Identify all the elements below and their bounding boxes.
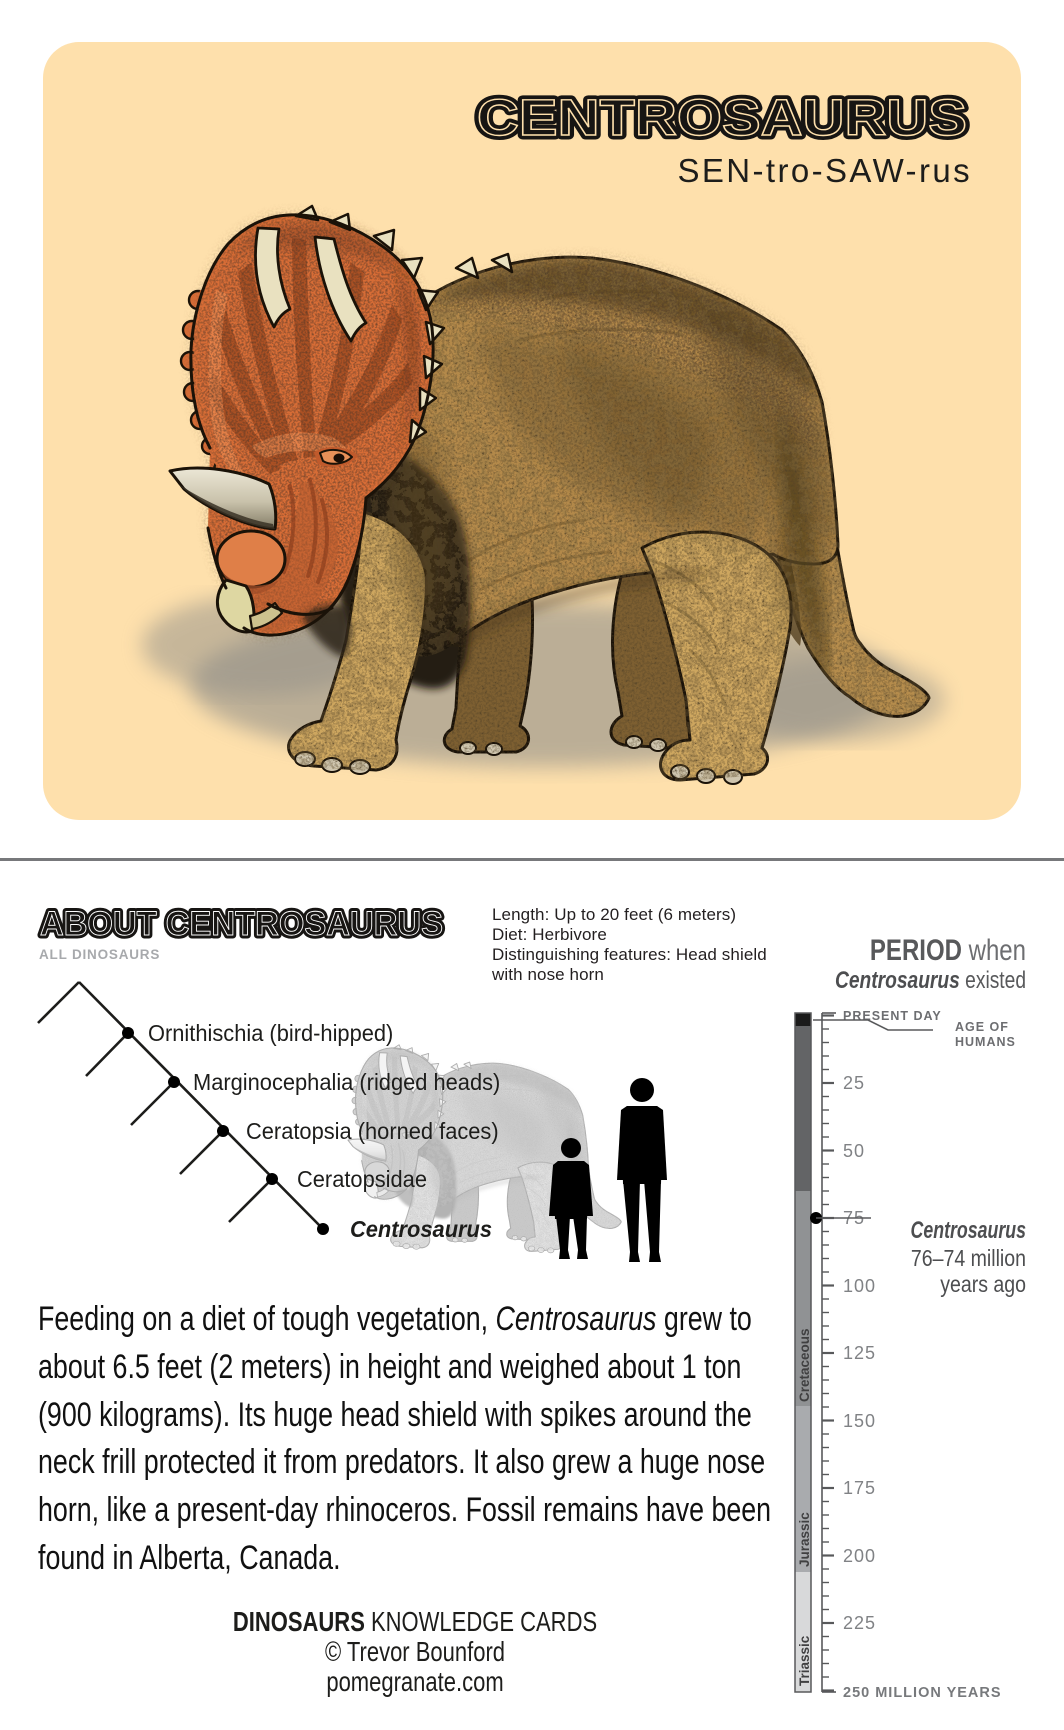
svg-text:CENTROSAURUS: CENTROSAURUS bbox=[477, 89, 967, 146]
svg-text:SEN-tro-SAW-rus: SEN-tro-SAW-rus bbox=[677, 152, 972, 189]
svg-text:ABOUT CENTROSAURUS: ABOUT CENTROSAURUS bbox=[40, 905, 443, 943]
svg-text:CENTROSAURUS: CENTROSAURUS bbox=[477, 89, 967, 146]
svg-text:25: 25 bbox=[843, 1073, 865, 1093]
svg-text:76–74 million: 76–74 million bbox=[911, 1246, 1026, 1272]
svg-text:AGE OF: AGE OF bbox=[955, 1020, 1009, 1034]
svg-text:Triassic: Triassic bbox=[797, 1635, 812, 1686]
svg-text:Centrosaurus: Centrosaurus bbox=[911, 1218, 1027, 1244]
svg-text:175: 175 bbox=[843, 1478, 876, 1498]
svg-text:years ago: years ago bbox=[940, 1272, 1026, 1298]
svg-text:HUMANS: HUMANS bbox=[955, 1035, 1016, 1049]
svg-text:125: 125 bbox=[843, 1343, 876, 1363]
svg-text:100: 100 bbox=[843, 1276, 876, 1296]
svg-text:50: 50 bbox=[843, 1141, 865, 1161]
svg-text:PRESENT DAY: PRESENT DAY bbox=[843, 1009, 942, 1023]
svg-text:Jurassic: Jurassic bbox=[797, 1512, 812, 1567]
svg-text:250 MILLION YEARS: 250 MILLION YEARS bbox=[843, 1685, 1002, 1701]
svg-text:225: 225 bbox=[843, 1613, 876, 1633]
svg-text:Cretaceous: Cretaceous bbox=[797, 1328, 812, 1402]
svg-text:200: 200 bbox=[843, 1546, 876, 1566]
svg-text:ABOUT CENTROSAURUS: ABOUT CENTROSAURUS bbox=[40, 905, 443, 943]
svg-text:150: 150 bbox=[843, 1411, 876, 1431]
